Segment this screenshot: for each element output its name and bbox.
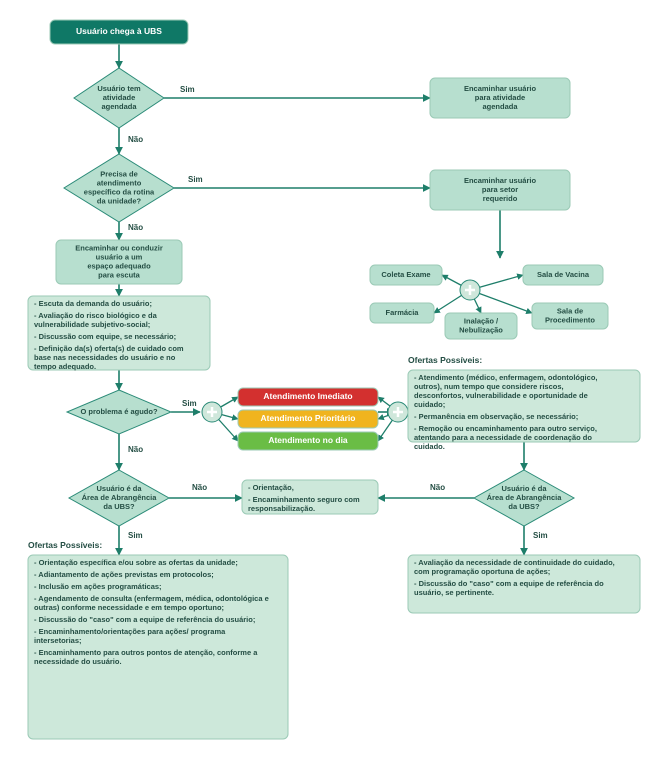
svg-text:O problema é agudo?: O problema é agudo? bbox=[80, 407, 158, 416]
svg-text:Atendimento Prioritário: Atendimento Prioritário bbox=[261, 413, 356, 423]
node-start: Usuário chega à UBS bbox=[50, 20, 188, 44]
svg-text:- Inclusão em ações programáti: - Inclusão em ações programáticas; bbox=[34, 582, 162, 591]
edge: Não bbox=[378, 483, 474, 498]
svg-text:Inalação /Nebulização: Inalação /Nebulização bbox=[459, 316, 503, 334]
node-b_prio: Atendimento Prioritário bbox=[238, 410, 378, 428]
svg-text:Usuário tematividadeagendada: Usuário tematividadeagendada bbox=[97, 84, 141, 111]
svg-text:Atendimento no dia: Atendimento no dia bbox=[268, 435, 348, 445]
svg-text:- Remoção ou encaminhamento pa: - Remoção ou encaminhamento para outro s… bbox=[414, 424, 597, 433]
svg-text:Sim: Sim bbox=[128, 531, 143, 540]
node-r_setor: Encaminhar usuáriopara setorrequerido bbox=[430, 170, 570, 210]
svg-text:outros), num tempo que conside: outros), num tempo que considere riscos, bbox=[414, 382, 564, 391]
svg-text:- Encaminhamento/orientações p: - Encaminhamento/orientações para ações/… bbox=[34, 627, 226, 636]
svg-text:Farmácia: Farmácia bbox=[386, 308, 420, 317]
node-hdr_of_r: Ofertas Possíveis: bbox=[408, 355, 482, 365]
edge: Sim bbox=[164, 85, 430, 98]
node-r_agenda: Encaminhar usuáriopara atividadeagendada bbox=[430, 78, 570, 118]
node-sp_vacina: Sala de Vacina bbox=[523, 265, 603, 285]
svg-text:- Agendamento de consulta (enf: - Agendamento de consulta (enfermagem, m… bbox=[34, 594, 269, 603]
edge: Sim bbox=[119, 526, 143, 555]
node-b_dia: Atendimento no dia bbox=[238, 432, 378, 450]
svg-text:- Encaminhamento para outros p: - Encaminhamento para outros pontos de a… bbox=[34, 648, 258, 657]
node-d_agudo: O problema é agudo? bbox=[67, 390, 171, 434]
edge: Não bbox=[169, 483, 242, 498]
svg-text:Sim: Sim bbox=[180, 85, 195, 94]
node-sp_inal: Inalação /Nebulização bbox=[445, 313, 517, 339]
edge: Sim bbox=[524, 526, 548, 555]
node-p_escuta: Encaminhar ou conduzirusuário a umespaço… bbox=[56, 240, 182, 284]
svg-text:Atendimento Imediato: Atendimento Imediato bbox=[263, 391, 352, 401]
svg-text:- Definição da(s) oferta(s) de: - Definição da(s) oferta(s) de cuidado c… bbox=[34, 344, 184, 353]
node-p_aval: - Escuta da demanda do usuário; - Avaliaç… bbox=[28, 296, 210, 371]
svg-text:Sim: Sim bbox=[533, 531, 548, 540]
svg-text:- Avaliação do risco biológico: - Avaliação do risco biológico e da bbox=[34, 311, 158, 320]
node-p_of_rb: - Avaliação da necessidade de continuida… bbox=[408, 555, 640, 613]
edge: Sim bbox=[174, 175, 430, 188]
svg-text:Sim: Sim bbox=[182, 399, 197, 408]
svg-text:- Atendimento (médico, enferma: - Atendimento (médico, enfermagem, odont… bbox=[414, 373, 597, 382]
svg-text:- Permanência em observação, s: - Permanência em observação, se necessár… bbox=[414, 412, 578, 421]
svg-text:- Encaminhamento seguro com: - Encaminhamento seguro com bbox=[248, 495, 360, 504]
svg-text:Ofertas Possíveis:: Ofertas Possíveis: bbox=[408, 355, 482, 365]
svg-text:Coleta Exame: Coleta Exame bbox=[381, 270, 430, 279]
edge: Sim bbox=[171, 399, 200, 412]
svg-text:desconfortos, vulnerabilidade: desconfortos, vulnerabilidade e oportuni… bbox=[414, 391, 588, 400]
svg-text:- Orientação,: - Orientação, bbox=[248, 483, 294, 492]
node-p_of_l: - Orientação específica e/ou sobre as of… bbox=[28, 555, 288, 739]
svg-text:Não: Não bbox=[128, 445, 143, 454]
svg-text:tempo adequado.: tempo adequado. bbox=[34, 362, 96, 371]
svg-text:intersetorias;: intersetorias; bbox=[34, 636, 82, 645]
svg-text:- Discussão com equipe, se nec: - Discussão com equipe, se necessário; bbox=[34, 332, 176, 341]
svg-text:Não: Não bbox=[430, 483, 445, 492]
node-b_imed: Atendimento Imediato bbox=[238, 388, 378, 406]
node-d_rotina: Precisa deatendimentoespecífico da rotin… bbox=[64, 154, 174, 222]
svg-text:outras) conforme necessidade e: outras) conforme necessidade e em tempo … bbox=[34, 603, 224, 612]
plus-hub bbox=[202, 397, 238, 441]
edge: Não bbox=[119, 434, 143, 470]
svg-text:Ofertas Possíveis:: Ofertas Possíveis: bbox=[28, 540, 102, 550]
svg-text:Não: Não bbox=[192, 483, 207, 492]
svg-text:cuidado.: cuidado. bbox=[414, 442, 445, 451]
svg-text:- Orientação específica e/ou s: - Orientação específica e/ou sobre as of… bbox=[34, 558, 238, 567]
svg-text:Usuário chega à UBS: Usuário chega à UBS bbox=[76, 26, 162, 36]
svg-text:Não: Não bbox=[128, 223, 143, 232]
flowchart-canvas: Sim Não Sim Não Sim Não Não Não Sim Sim Usuário c… bbox=[0, 0, 668, 768]
node-d_area_r: Usuário é daÁrea de Abrangênciada UBS? bbox=[474, 470, 574, 526]
edge: Não bbox=[119, 222, 143, 240]
svg-text:base nas necessidades do usuár: base nas necessidades do usuário e no bbox=[34, 353, 176, 362]
svg-text:Sala de Vacina: Sala de Vacina bbox=[537, 270, 590, 279]
svg-text:Não: Não bbox=[128, 135, 143, 144]
svg-text:- Escuta da demanda do usuário: - Escuta da demanda do usuário; bbox=[34, 299, 152, 308]
plus-hub bbox=[378, 397, 408, 441]
svg-text:cuidado;: cuidado; bbox=[414, 400, 445, 409]
plus-hub bbox=[434, 275, 532, 313]
svg-text:- Adiantamento de ações previs: - Adiantamento de ações previstas em pro… bbox=[34, 570, 214, 579]
svg-text:atentando para a necessidade d: atentando para a necessidade de coordena… bbox=[414, 433, 592, 442]
svg-text:- Discussão do "caso" com a eq: - Discussão do "caso" com a equipe de re… bbox=[34, 615, 255, 624]
svg-text:usuário, se pertinente.: usuário, se pertinente. bbox=[414, 588, 494, 597]
svg-text:Sim: Sim bbox=[188, 175, 203, 184]
node-d_area_l: Usuário é daÁrea de Abrangênciada UBS? bbox=[69, 470, 169, 526]
node-p_of_r: - Atendimento (médico, enfermagem, odont… bbox=[408, 370, 640, 451]
svg-text:- Discussão do "caso" com a eq: - Discussão do "caso" com a equipe de re… bbox=[414, 579, 604, 588]
node-hdr_of_l: Ofertas Possíveis: bbox=[28, 540, 102, 550]
node-d_agenda: Usuário tematividadeagendada bbox=[74, 68, 164, 128]
svg-text:- Avaliação da necessidade de: - Avaliação da necessidade de continuida… bbox=[414, 558, 615, 567]
svg-text:responsabilização.: responsabilização. bbox=[248, 504, 315, 513]
svg-text:vulnerabilidade subjetivo-soci: vulnerabilidade subjetivo-social; bbox=[34, 320, 150, 329]
node-sp_proc: Sala deProcedimento bbox=[532, 303, 608, 329]
edge: Não bbox=[119, 128, 143, 154]
node-p_orient: - Orientação, - Encaminhamento seguro com… bbox=[242, 480, 378, 514]
node-sp_coleta: Coleta Exame bbox=[370, 265, 442, 285]
node-sp_farm: Farmácia bbox=[370, 303, 434, 323]
svg-text:necessidade do usuário.: necessidade do usuário. bbox=[34, 657, 122, 666]
svg-text:com programação oportuna de aç: com programação oportuna de ações; bbox=[414, 567, 550, 576]
